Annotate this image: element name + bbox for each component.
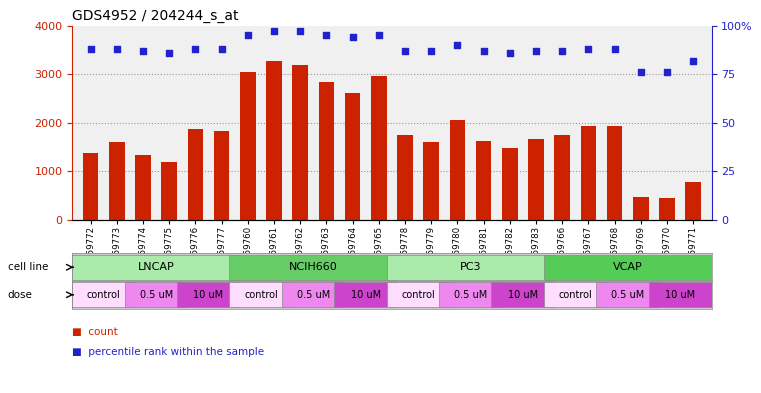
Bar bbox=[230, 255, 397, 280]
Bar bbox=[387, 255, 554, 280]
Point bbox=[556, 48, 568, 54]
Bar bbox=[439, 282, 502, 307]
Point bbox=[687, 57, 699, 64]
Point bbox=[609, 46, 621, 52]
Text: 10 uM: 10 uM bbox=[508, 290, 538, 300]
Text: 0.5 uM: 0.5 uM bbox=[139, 290, 173, 300]
Text: VCAP: VCAP bbox=[613, 262, 642, 272]
Bar bbox=[109, 142, 125, 220]
Bar bbox=[125, 282, 187, 307]
Bar bbox=[633, 197, 648, 220]
Point bbox=[84, 46, 97, 52]
Point bbox=[477, 48, 489, 54]
Bar bbox=[187, 129, 203, 220]
Bar bbox=[502, 148, 517, 220]
Bar bbox=[492, 282, 554, 307]
Bar bbox=[423, 142, 439, 220]
Bar bbox=[266, 61, 282, 220]
Text: 10 uM: 10 uM bbox=[193, 290, 224, 300]
Bar bbox=[397, 136, 413, 220]
Text: 0.5 uM: 0.5 uM bbox=[611, 290, 645, 300]
Bar bbox=[240, 72, 256, 220]
Bar bbox=[72, 282, 135, 307]
Bar bbox=[161, 162, 177, 220]
Point bbox=[373, 32, 385, 39]
Point bbox=[425, 48, 438, 54]
Bar bbox=[607, 126, 622, 220]
Text: PC3: PC3 bbox=[460, 262, 481, 272]
Bar bbox=[83, 153, 98, 220]
Point bbox=[111, 46, 123, 52]
Text: control: control bbox=[559, 290, 592, 300]
Bar bbox=[292, 65, 308, 220]
Point bbox=[635, 69, 647, 75]
Point bbox=[137, 48, 149, 54]
Bar bbox=[581, 126, 597, 220]
Bar bbox=[554, 136, 570, 220]
Bar bbox=[528, 140, 544, 220]
Text: ■  count: ■ count bbox=[72, 327, 118, 337]
Bar bbox=[476, 141, 492, 220]
Point bbox=[346, 34, 358, 40]
Text: 0.5 uM: 0.5 uM bbox=[454, 290, 487, 300]
Point bbox=[268, 28, 280, 35]
Text: cell line: cell line bbox=[8, 262, 48, 272]
Bar bbox=[450, 120, 465, 220]
Point bbox=[530, 48, 542, 54]
Bar bbox=[387, 282, 450, 307]
Point bbox=[215, 46, 228, 52]
Point bbox=[399, 48, 411, 54]
Bar bbox=[544, 255, 712, 280]
Text: 10 uM: 10 uM bbox=[665, 290, 695, 300]
Bar bbox=[648, 282, 712, 307]
Point bbox=[320, 32, 333, 39]
Text: ■  percentile rank within the sample: ■ percentile rank within the sample bbox=[72, 347, 264, 357]
Point bbox=[661, 69, 673, 75]
Bar bbox=[135, 155, 151, 220]
Bar bbox=[319, 83, 334, 220]
Bar bbox=[686, 182, 701, 220]
Text: control: control bbox=[244, 290, 278, 300]
Text: control: control bbox=[401, 290, 435, 300]
Point bbox=[163, 50, 175, 56]
Text: GDS4952 / 204244_s_at: GDS4952 / 204244_s_at bbox=[72, 9, 239, 23]
Point bbox=[295, 28, 307, 35]
Text: control: control bbox=[87, 290, 120, 300]
Point bbox=[451, 42, 463, 48]
Bar bbox=[214, 131, 230, 220]
Bar bbox=[230, 282, 292, 307]
Bar bbox=[72, 255, 240, 280]
Bar bbox=[282, 282, 345, 307]
Point bbox=[582, 46, 594, 52]
Text: LNCAP: LNCAP bbox=[138, 262, 174, 272]
Bar bbox=[597, 282, 659, 307]
Point bbox=[504, 50, 516, 56]
Point bbox=[242, 32, 254, 39]
Bar bbox=[177, 282, 240, 307]
Point bbox=[189, 46, 202, 52]
Bar bbox=[544, 282, 607, 307]
Bar bbox=[345, 93, 361, 220]
Text: NCIH660: NCIH660 bbox=[289, 262, 338, 272]
Text: dose: dose bbox=[8, 290, 33, 300]
Text: 0.5 uM: 0.5 uM bbox=[297, 290, 330, 300]
Bar bbox=[371, 75, 387, 220]
Bar bbox=[334, 282, 397, 307]
Bar bbox=[659, 198, 675, 220]
Text: 10 uM: 10 uM bbox=[351, 290, 380, 300]
